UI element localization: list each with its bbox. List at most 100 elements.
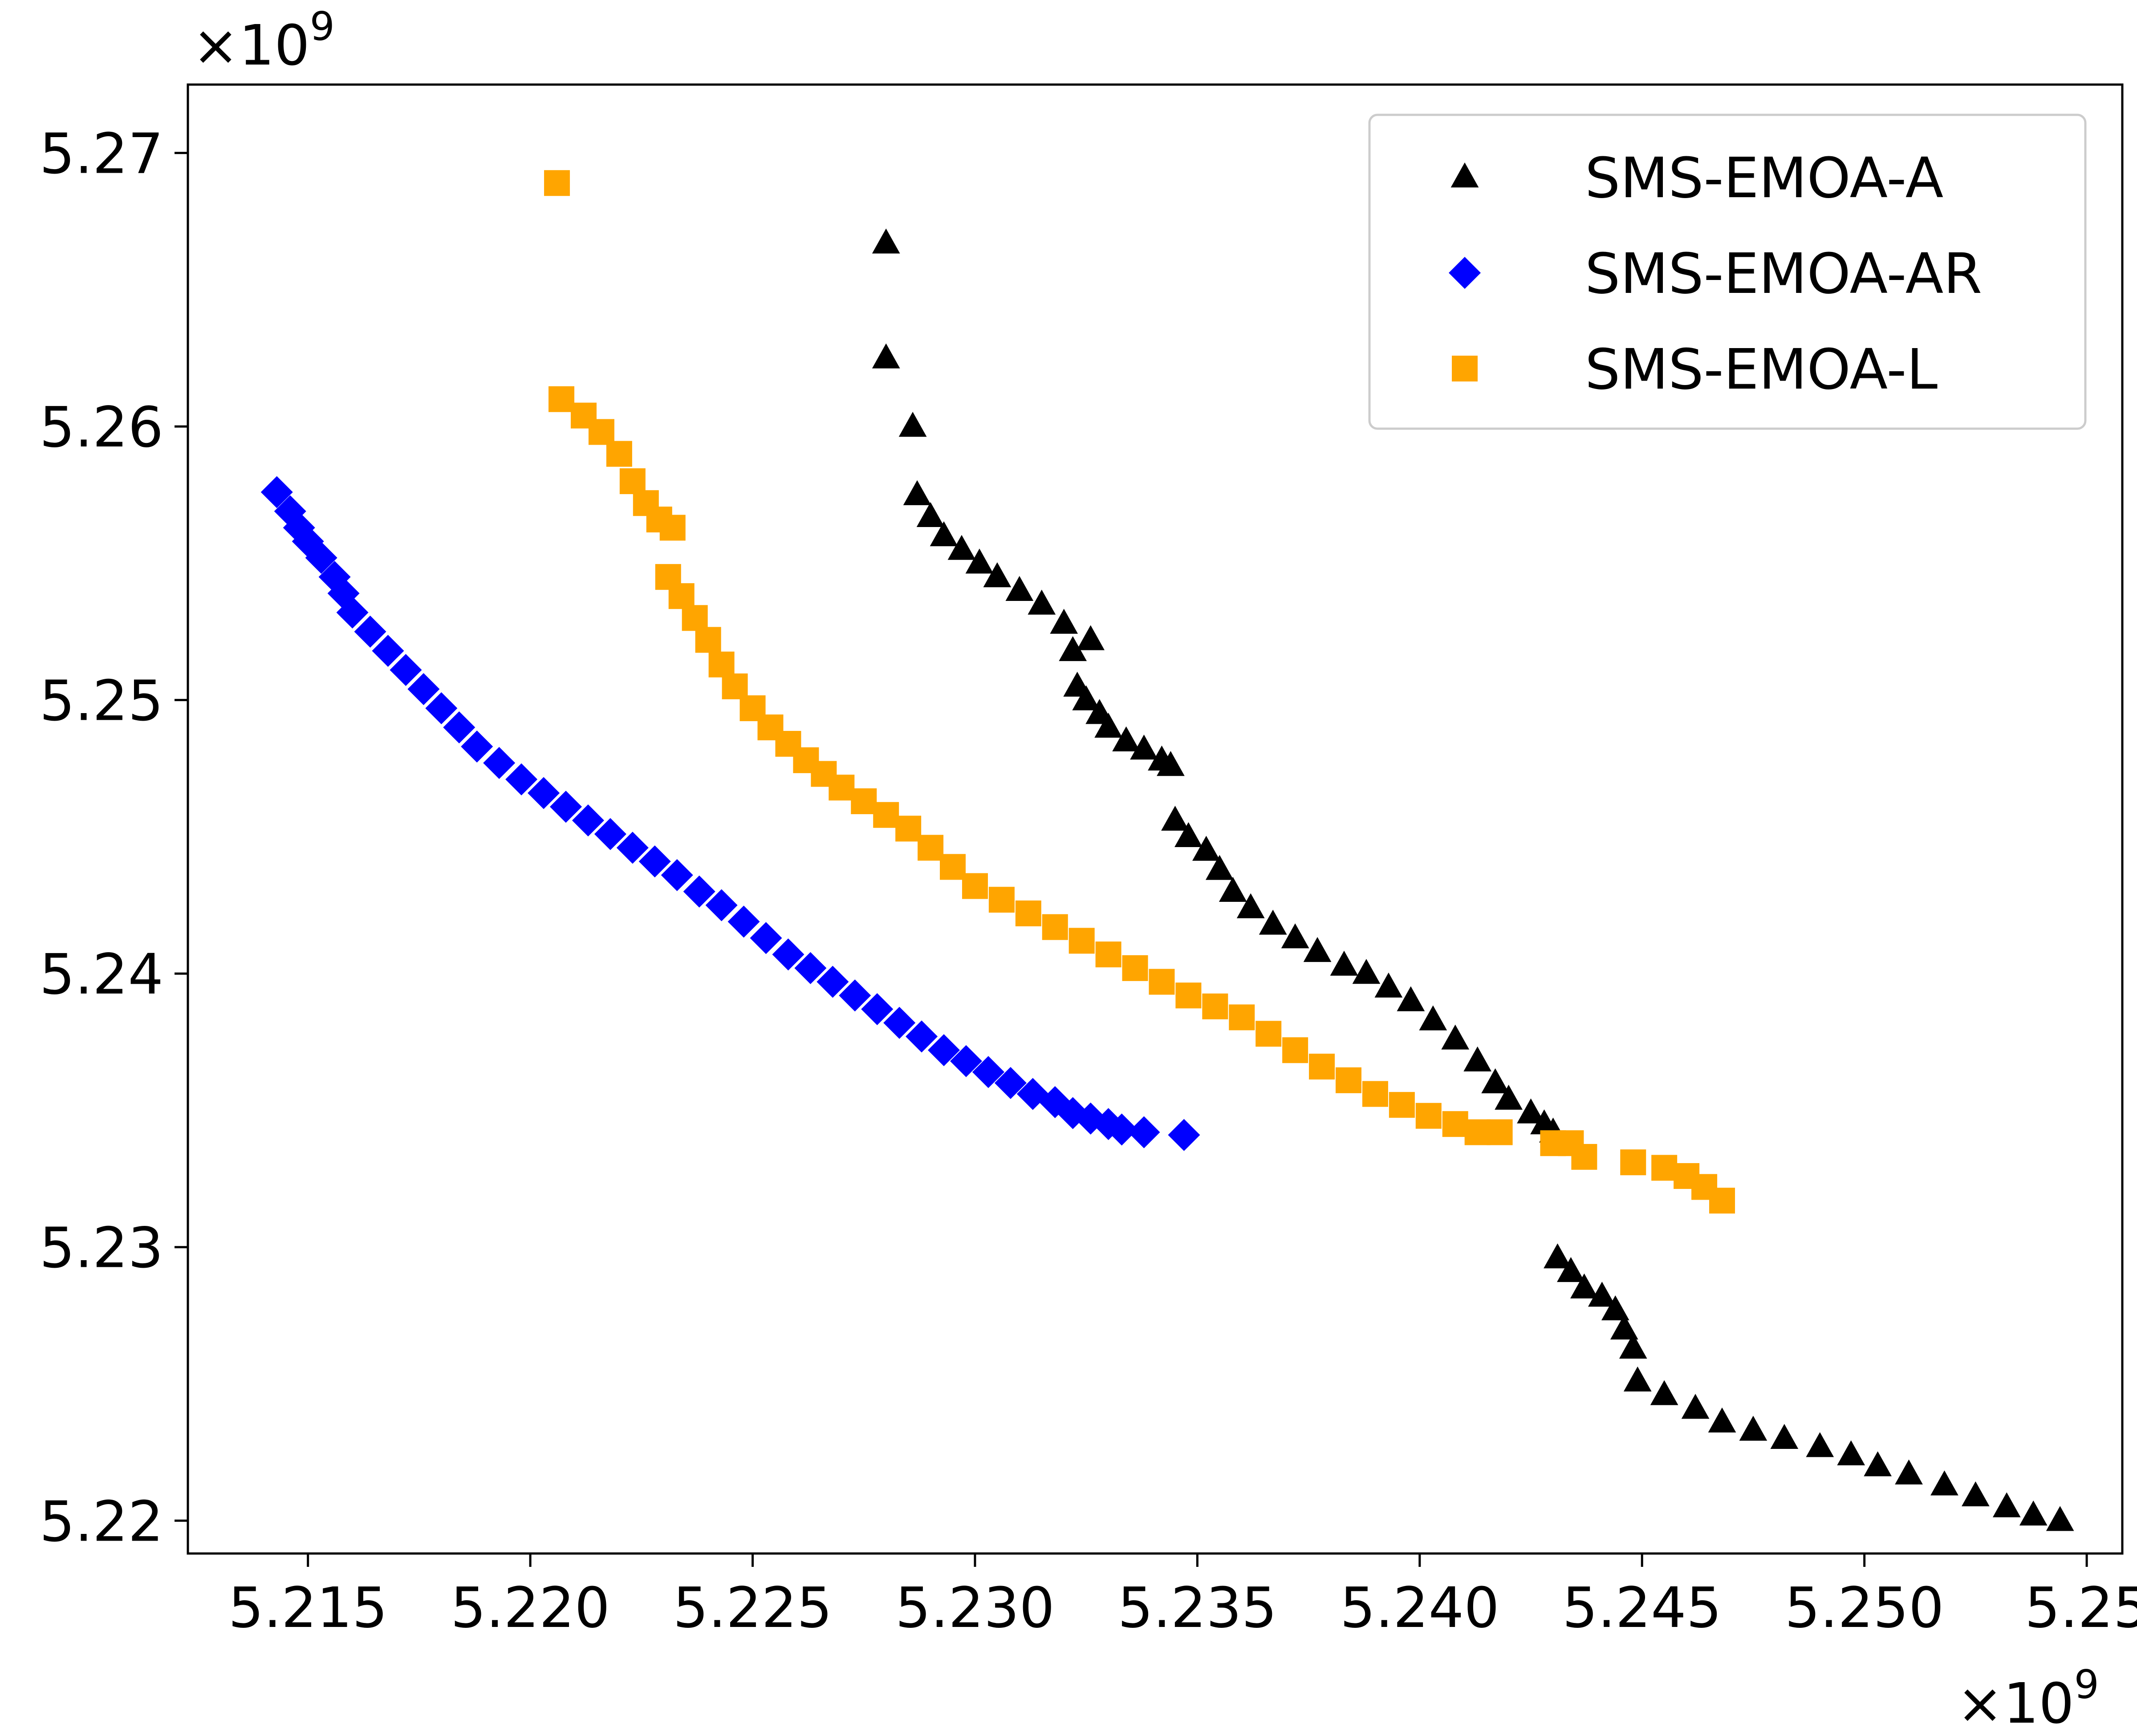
data-point-2-41 (1362, 1081, 1388, 1107)
y-offset-text: ×109 (192, 4, 335, 78)
data-point-1-38 (994, 1067, 1027, 1099)
data-point-0-8 (983, 562, 1012, 588)
x-tick-label-2: 5.225 (673, 1576, 833, 1640)
data-point-0-44 (1557, 1257, 1585, 1282)
series-sms-emoa-a (872, 228, 2074, 1531)
legend-marker-sms-emoa-a (1450, 162, 1479, 188)
legend-label-sms-emoa-l: SMS-EMOA-L (1585, 337, 1938, 402)
data-point-1-23 (661, 859, 693, 891)
data-point-0-17 (1094, 713, 1122, 738)
data-point-2-33 (1149, 969, 1175, 995)
data-point-2-14 (722, 673, 748, 699)
data-point-0-62 (1992, 1492, 2021, 1517)
data-point-0-35 (1419, 1005, 1447, 1030)
data-point-2-12 (695, 627, 721, 653)
data-point-2-32 (1122, 955, 1148, 981)
data-point-1-0 (260, 476, 293, 508)
data-point-1-11 (407, 673, 440, 706)
data-point-0-56 (1806, 1432, 1834, 1457)
data-point-0-39 (1495, 1084, 1523, 1110)
data-point-2-49 (1571, 1144, 1597, 1170)
y-tick-label-5: 5.27 (40, 122, 163, 187)
data-point-0-43 (1544, 1243, 1572, 1269)
data-point-0-10 (1028, 589, 1056, 615)
data-point-2-23 (895, 815, 922, 842)
data-point-1-15 (483, 747, 516, 779)
data-point-0-51 (1650, 1380, 1678, 1405)
data-point-2-27 (988, 887, 1015, 913)
data-point-1-32 (861, 993, 894, 1026)
data-point-2-21 (851, 788, 877, 815)
data-point-0-3 (903, 480, 931, 505)
data-point-1-18 (550, 791, 582, 823)
data-point-0-52 (1681, 1394, 1710, 1419)
data-point-1-16 (505, 763, 538, 795)
data-point-2-40 (1336, 1067, 1361, 1093)
data-point-0-49 (1619, 1334, 1647, 1359)
data-point-0-1 (872, 343, 900, 369)
data-point-2-4 (606, 441, 632, 467)
data-point-2-5 (619, 468, 646, 495)
data-point-0-26 (1219, 876, 1247, 902)
y-tick-label-1: 5.23 (40, 1216, 163, 1281)
data-point-2-38 (1282, 1037, 1308, 1063)
x-tick-label-5: 5.240 (1340, 1576, 1499, 1640)
data-point-0-53 (1708, 1407, 1736, 1433)
data-point-1-4 (305, 542, 337, 574)
data-point-0-28 (1259, 909, 1287, 935)
data-point-1-10 (390, 654, 422, 686)
legend-entries: SMS-EMOA-A SMS-EMOA-AR SMS-EMOA-L (1449, 146, 1982, 402)
data-point-0-0 (872, 228, 900, 254)
data-point-0-48 (1610, 1314, 1638, 1340)
data-point-2-0 (544, 170, 570, 196)
series-sms-emoa-l (544, 170, 1735, 1214)
legend-marker-sms-emoa-ar (1449, 257, 1481, 289)
data-point-0-33 (1374, 972, 1403, 998)
data-point-2-20 (829, 775, 855, 801)
data-point-0-37 (1463, 1046, 1492, 1071)
data-point-1-30 (817, 965, 849, 998)
data-point-1-29 (794, 952, 827, 984)
data-point-2-1 (548, 386, 575, 412)
data-point-2-31 (1095, 941, 1121, 968)
data-point-0-21 (1157, 751, 1185, 776)
data-point-0-7 (965, 548, 994, 574)
data-point-1-44 (1105, 1113, 1138, 1146)
x-axis-ticks: 5.215 5.220 5.225 5.230 5.235 5.240 5.245 5.250… (228, 1553, 2137, 1640)
data-point-1-20 (594, 818, 626, 850)
data-point-0-18 (1112, 726, 1140, 751)
data-point-2-35 (1202, 993, 1228, 1019)
data-point-0-31 (1330, 950, 1358, 976)
data-point-2-37 (1255, 1021, 1282, 1047)
data-point-0-22 (1161, 806, 1189, 831)
data-point-2-24 (918, 835, 944, 861)
data-point-2-34 (1175, 982, 1202, 1009)
data-point-0-12 (1077, 625, 1105, 650)
x-tick-label-1: 5.220 (451, 1576, 610, 1640)
data-point-1-36 (950, 1045, 982, 1077)
data-point-2-36 (1229, 1004, 1255, 1030)
data-point-2-30 (1068, 928, 1095, 954)
data-point-1-24 (683, 875, 715, 908)
plot-frame (187, 83, 2124, 1555)
data-point-0-50 (1623, 1366, 1652, 1391)
data-point-2-8 (659, 515, 686, 541)
data-point-2-26 (962, 873, 988, 899)
data-point-1-33 (883, 1006, 916, 1039)
data-point-2-46 (1487, 1119, 1513, 1145)
data-point-0-11 (1050, 608, 1078, 634)
data-point-2-25 (940, 854, 966, 880)
x-tick-label-6: 5.245 (1562, 1576, 1722, 1640)
data-point-1-34 (906, 1020, 938, 1053)
data-point-0-4 (916, 502, 945, 527)
data-point-0-38 (1481, 1068, 1509, 1094)
data-point-1-46 (1168, 1119, 1200, 1151)
data-point-1-27 (750, 922, 782, 954)
data-point-0-64 (2046, 1506, 2074, 1531)
data-point-1-37 (972, 1056, 1004, 1088)
data-point-0-57 (1837, 1440, 1865, 1465)
data-point-1-22 (638, 845, 671, 878)
data-point-1-7 (336, 596, 369, 629)
data-point-2-51 (1651, 1155, 1678, 1181)
